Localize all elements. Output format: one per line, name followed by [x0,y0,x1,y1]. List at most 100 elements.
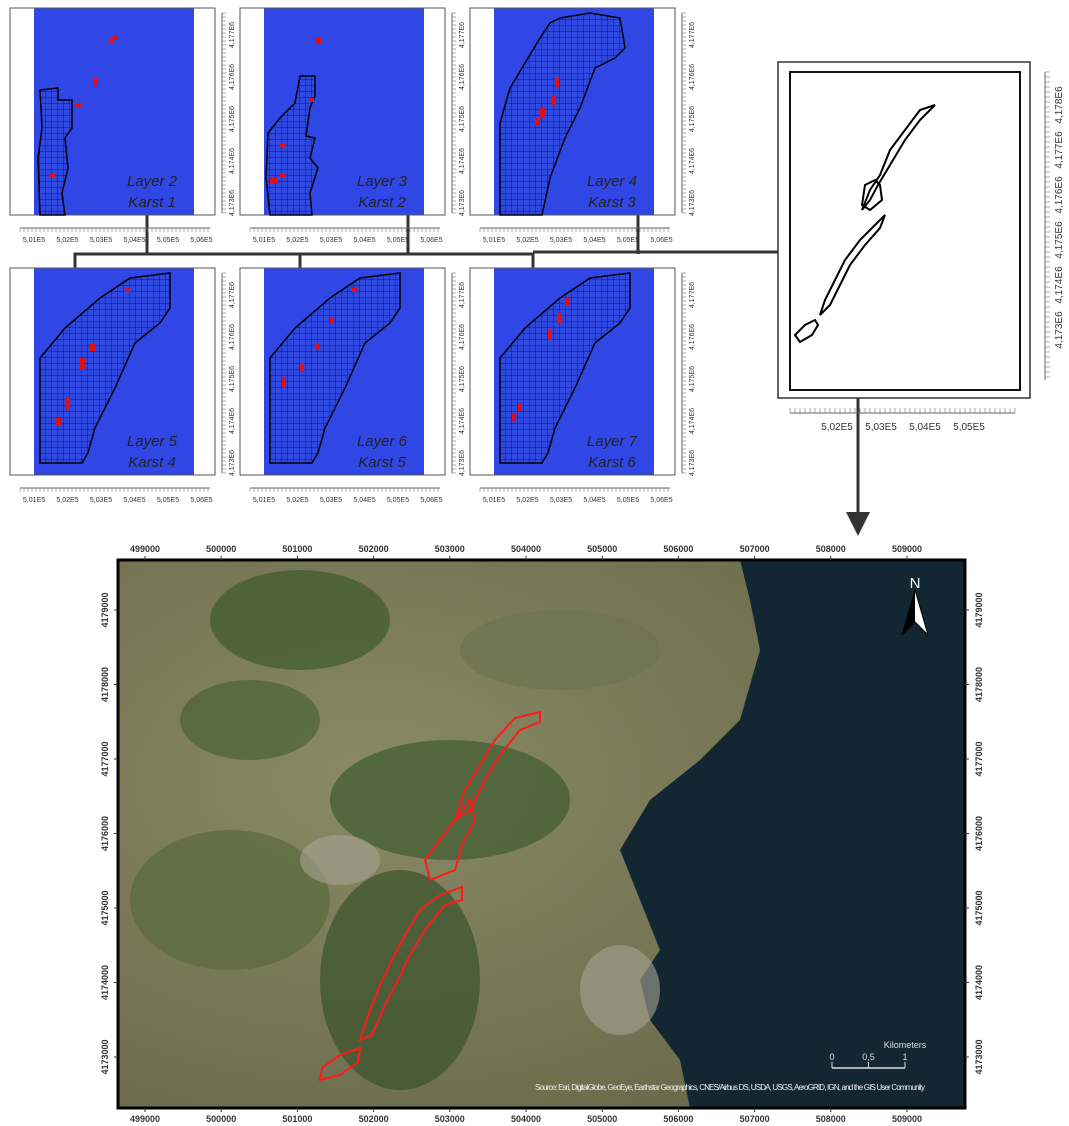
layer-label: Layer 4 [587,173,637,190]
y-tick-label: 4,176E6 [229,64,236,90]
x-tick-label: 5,02E5 [516,497,538,504]
north-label: N [910,575,921,592]
x-tick-label: 5,06E5 [190,497,212,504]
karst-cell [280,173,286,177]
karst-cell [76,104,82,107]
y-tick-label: 4176000 [974,816,984,851]
x-tick-label: 500000 [206,544,236,554]
x-tick-label: 5,02E5 [821,422,853,433]
town [300,835,380,885]
y-tick-label: 4,173E6 [229,450,236,476]
karst-cell [310,98,314,102]
x-tick-label: 501000 [282,544,312,554]
layer-label: Layer 2 [127,173,178,190]
connector [75,254,533,268]
vegetation [130,830,330,970]
scale-label: 0,5 [862,1052,875,1062]
x-tick-label: 5,04E5 [583,237,605,244]
x-tick-label: 501000 [282,1114,312,1124]
y-tick-label: 4,177E6 [229,282,236,308]
karst-cell [300,363,304,371]
scale-label: 0 [829,1052,834,1062]
x-tick-label: 5,04E5 [583,497,605,504]
y-tick-label: 4,177E6 [689,282,696,308]
y-tick-label: 4,176E6 [459,64,466,90]
y-tick-label: 4179000 [100,592,110,627]
karst-label: Karst 4 [128,454,176,471]
y-tick-label: 4,175E6 [689,106,696,132]
karst-cell [280,143,286,147]
y-tick-label: 4,173E6 [459,450,466,476]
x-tick-label: 5,01E5 [483,237,505,244]
y-tick-label: 4,175E6 [459,106,466,132]
x-tick-label: 5,05E5 [617,237,639,244]
x-tick-label: 508000 [816,1114,846,1124]
karst-cell [518,403,522,411]
y-tick-label: 4174000 [100,965,110,1000]
y-tick-label: 4,177E6 [459,22,466,48]
x-tick-label: 503000 [435,1114,465,1124]
y-tick-label: 4174000 [974,965,984,1000]
karst-cell [512,413,516,421]
karst-label: Karst 5 [358,454,406,471]
y-tick-label: 4,174E6 [689,408,696,434]
layer-label: Layer 6 [357,433,408,450]
x-tick-label: 5,05E5 [157,237,179,244]
y-tick-label: 4,174E6 [229,148,236,174]
x-tick-label: 5,03E5 [90,237,112,244]
x-tick-label: 5,03E5 [90,497,112,504]
y-tick-label: 4,174E6 [1054,266,1065,304]
x-tick-label: 502000 [359,544,389,554]
attribution: Source: Esri, DigitalGlobe, GeoEye, Eart… [535,1083,925,1092]
x-tick-label: 5,05E5 [387,497,409,504]
y-tick-label: 4,176E6 [459,324,466,350]
y-tick-label: 4173000 [974,1039,984,1074]
x-tick-label: 507000 [740,544,770,554]
y-tick-label: 4,177E6 [689,22,696,48]
y-tick-label: 4,174E6 [689,148,696,174]
map-panel: Layer 6Karst 55,01E55,02E55,03E55,04E55,… [240,268,466,504]
karst-cell [315,343,319,349]
y-tick-label: 4,173E6 [1054,311,1065,349]
karst-cell [548,330,552,340]
x-tick-label: 505000 [587,1114,617,1124]
y-tick-label: 4177000 [974,741,984,776]
karst-cell [552,96,556,106]
x-tick-label: 507000 [740,1114,770,1124]
y-tick-label: 4,173E6 [229,190,236,216]
x-tick-label: 509000 [892,544,922,554]
x-tick-label: 5,02E5 [56,497,78,504]
karst-cell [315,38,321,43]
y-tick-label: 4,176E6 [689,324,696,350]
y-tick-label: 4175000 [974,890,984,925]
connector [147,215,638,254]
x-tick-label: 504000 [511,544,541,554]
x-tick-label: 5,01E5 [23,237,45,244]
karst-cell [80,358,85,370]
karst-cell [114,36,118,40]
map-panel: Layer 5Karst 45,01E55,02E55,03E55,04E55,… [10,268,236,504]
karst-label: Karst 6 [588,454,636,471]
karst-label: Karst 2 [358,194,406,211]
x-tick-label: 5,02E5 [56,237,78,244]
x-tick-label: 503000 [435,544,465,554]
x-tick-label: 5,05E5 [617,497,639,504]
y-tick-label: 4,176E6 [1054,176,1065,214]
y-tick-label: 4178000 [100,667,110,702]
x-tick-label: 5,06E5 [650,497,672,504]
y-tick-label: 4,174E6 [459,408,466,434]
x-tick-label: 5,02E5 [286,237,308,244]
karst-cell [330,318,334,324]
y-tick-label: 4,177E6 [1054,131,1065,169]
x-tick-label: 502000 [359,1114,389,1124]
figure: Layer 2Karst 15,01E55,02E55,03E55,04E55,… [0,0,1069,1126]
karst-cell [565,298,569,306]
x-tick-label: 5,03E5 [550,237,572,244]
x-tick-label: 5,04E5 [123,237,145,244]
karst-cell [535,118,540,126]
karst-cell [540,108,545,118]
x-tick-label: 5,03E5 [865,422,897,433]
karst-cell [56,418,61,426]
